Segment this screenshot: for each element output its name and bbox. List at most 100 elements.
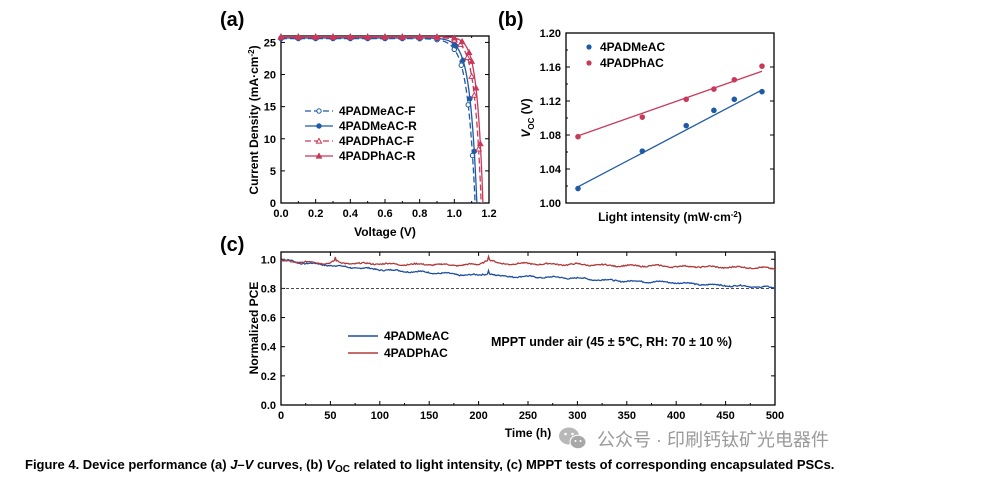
watermark: 公众号 · 印刷钙钛矿光电器件	[559, 427, 829, 450]
panel-a-marker	[463, 53, 471, 61]
wechat-icon	[559, 427, 587, 450]
panel-a-marker	[433, 33, 441, 40]
panel-b-xlabel-sup: -2	[731, 210, 739, 219]
panel-c-xtick-label: 450	[716, 410, 734, 422]
panel-a-ylabel-main: Current Density (mA·cm	[247, 57, 261, 195]
panel-b-point-4padmeac	[639, 148, 646, 154]
caption-jv: J–V	[230, 457, 254, 472]
panel-a-marker	[398, 33, 406, 40]
panel-c-curve-4padphac	[280, 254, 776, 271]
panel-b-ylabel-sub: OC	[527, 117, 536, 129]
panel-b-point-4padphac	[711, 86, 717, 92]
panel-a-marker	[346, 33, 354, 40]
panel-a-marker	[458, 62, 464, 68]
panel-a-marker	[465, 102, 471, 108]
legend-marker-b-4padmeac	[586, 44, 592, 50]
panel-b-ylabel-end: (V)	[519, 98, 533, 117]
panel-c-ytick-label: 0.4	[261, 342, 277, 354]
panel-c-ytick-label: 0.6	[261, 313, 276, 325]
caption-mid2: related to light intensity, (c) MPPT tes…	[350, 457, 834, 472]
panel-a-ytick-label: 20	[264, 70, 276, 82]
panel-b-point-4padphac	[639, 114, 646, 120]
panel-a-marker	[294, 33, 302, 40]
panel-a-label: (a)	[220, 9, 244, 31]
panel-a: (a) 0.0 0.2 0.4 0.6 0.8 1.0 1.2 0 5 10 15 20 25 4PAD…	[220, 9, 497, 239]
panel-c-ytick-label: 0.2	[261, 371, 276, 383]
panel-c-xtick-label: 200	[469, 410, 487, 422]
panel-c-annotation: MPPT under air (45 ± 5℃, RH: 70 ± 10 %)	[491, 335, 732, 349]
panel-a-marker	[277, 33, 285, 40]
panel-b-point-4padmeac	[711, 107, 717, 114]
panel-b: (b) 1.00 1.04 1.08 1.12 1.16 1.20 4PADMeAC 4PA…	[498, 9, 775, 224]
panel-b-frame	[565, 32, 775, 204]
panel-c-xlabel: Time (h)	[505, 426, 551, 440]
panel-a-marker	[329, 33, 337, 40]
panel-b-ytick-label: 1.16	[540, 62, 561, 74]
legend-label-b-4padmeac: 4PADMeAC	[600, 40, 665, 54]
panel-c-xtick-label: 250	[519, 410, 537, 422]
panel-a-marker	[381, 33, 389, 40]
legend-label-c-4padphac: 4PADPhAC	[384, 346, 448, 360]
panel-b-ylabel-main: V	[519, 129, 533, 138]
panel-b-point-4padmeac	[575, 185, 581, 192]
panel-b-point-4padmeac	[759, 88, 765, 95]
legend-label-c-4padmeac: 4PADMeAC	[384, 329, 449, 343]
panel-a-marker	[475, 145, 483, 152]
panel-c-curve-4padmeac	[280, 258, 776, 290]
panel-a-marker	[472, 84, 480, 91]
panel-a-marker	[470, 91, 478, 98]
panel-a-marker	[465, 48, 473, 56]
panel-a-marker	[450, 34, 458, 41]
legend-label-4padphac-r: 4PADPhAC-R	[339, 149, 416, 163]
panel-a-marker	[312, 33, 320, 40]
panel-a-ylabel-end: )	[247, 45, 261, 49]
panel-b-point-4padmeac	[731, 96, 738, 103]
panel-a-xlabel: Voltage (V)	[354, 225, 416, 239]
panel-b-fit-4padmeac	[577, 89, 763, 188]
legend-marker-b-4padphac	[586, 60, 592, 66]
legend-label-4padphac-f: 4PADPhAC-F	[339, 134, 414, 148]
panel-b-ytick-label: 1.04	[540, 164, 562, 176]
panel-b-point-4padphac	[759, 63, 765, 69]
panel-b-ytick-label: 1.20	[540, 28, 561, 40]
panel-b-ytick-label: 1.12	[540, 96, 561, 108]
panel-c-xtick-label: 500	[766, 410, 784, 422]
panel-b-point-4padmeac	[683, 122, 690, 129]
legend-label-b-4padphac: 4PADPhAC	[600, 56, 664, 70]
panel-c-xtick-label: 400	[667, 410, 685, 422]
panel-c-ytick-label: 0.0	[261, 400, 276, 412]
panel-b-xlabel: Light intensity (mW·cm-2)	[598, 210, 742, 224]
legend-marker-4padphac-f	[315, 137, 323, 144]
panel-a-marker	[476, 140, 484, 147]
panel-c-xtick-label: 300	[568, 410, 586, 422]
panel-a-xtick-label: 1.0	[447, 208, 462, 220]
figure-caption: Figure 4. Device performance (a) J–V cur…	[25, 457, 834, 475]
panel-c-label: (c)	[220, 234, 244, 256]
panel-c-xtick-label: 100	[371, 410, 389, 422]
panel-a-marker	[416, 33, 424, 40]
panel-c-ytick-label: 1.0	[261, 254, 276, 266]
panel-a-marker	[468, 57, 476, 64]
panel-a-ylabel: Current Density (mA·cm-2)	[247, 45, 261, 194]
legend-marker-4padphac-r	[315, 152, 323, 159]
panel-a-marker	[458, 37, 466, 45]
panel-a-ytick-label: 15	[264, 102, 276, 114]
panel-a-xtick-label: 0.0	[273, 208, 288, 220]
panel-b-label: (b)	[498, 9, 524, 31]
legend-label-4padmeac-r: 4PADMeAC-R	[339, 119, 417, 133]
caption-voc-sub: OC	[335, 464, 350, 475]
panel-a-xtick-label: 0.2	[308, 208, 323, 220]
panel-b-ytick-label: 1.08	[540, 130, 561, 142]
legend-marker-4padmeac-r	[316, 123, 322, 129]
panel-c-xtick-label: 150	[420, 410, 438, 422]
caption-prefix: Figure 4. Device performance (a)	[25, 457, 230, 472]
panel-b-point-4padphac	[575, 133, 581, 140]
panel-c-xtick-label: 50	[324, 410, 336, 422]
panel-c-xtick-label: 0	[278, 410, 284, 422]
panel-a-ytick-label: 10	[264, 134, 276, 146]
legend-label-4padmeac-f: 4PADMeAC-F	[339, 104, 415, 118]
panel-a-ytick-label: 5	[270, 166, 276, 178]
caption-mid1: curves, (b)	[253, 457, 326, 472]
panel-a-ytick-label: 25	[264, 37, 276, 49]
